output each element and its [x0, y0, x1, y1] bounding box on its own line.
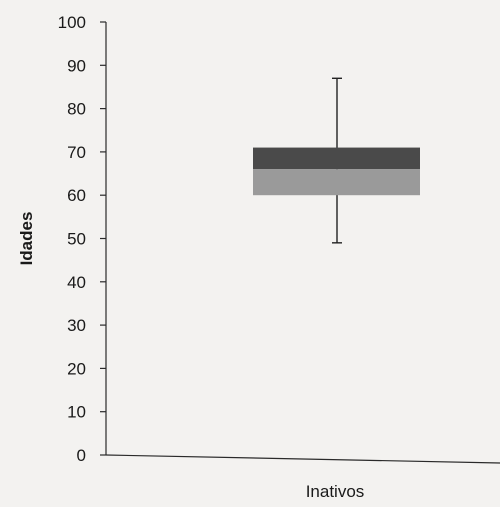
y-tick-label-30: 30: [67, 316, 86, 335]
y-tick-label-40: 40: [67, 273, 86, 292]
x-axis-line: [105, 454, 500, 464]
y-tick-label-100: 100: [58, 13, 86, 32]
y-tick-label-0: 0: [77, 446, 86, 465]
y-tick-label-20: 20: [67, 359, 86, 378]
box-marks-group: [253, 77, 420, 244]
y-tick-label-70: 70: [67, 143, 86, 162]
box-lower-quartile: [253, 169, 420, 196]
box-upper-quartile: [253, 147, 420, 170]
y-tick-label-10: 10: [67, 403, 86, 422]
y-axis-title: Idades: [17, 212, 36, 266]
y-tick-label-80: 80: [67, 100, 86, 119]
y-ticks-group: 0 10 20 30 40 50 60 70 80 90 100: [58, 13, 106, 465]
x-category-label-0: Inativos: [306, 482, 365, 501]
axes-group: [105, 22, 500, 464]
y-tick-label-90: 90: [67, 56, 86, 75]
y-tick-label-60: 60: [67, 186, 86, 205]
labels-group: Idades Inativos: [17, 212, 364, 501]
y-tick-label-50: 50: [67, 230, 86, 249]
